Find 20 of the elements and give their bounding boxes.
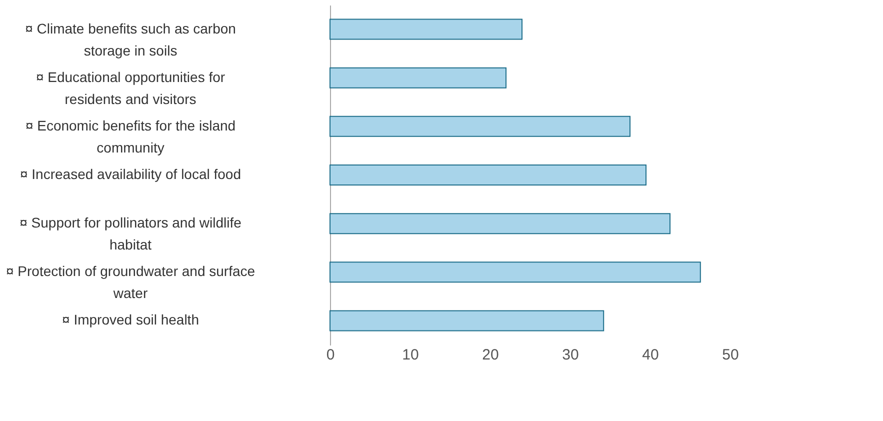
x-tick-label: 30 — [562, 346, 579, 364]
y-tick-label: ¤ Increased availability of local food — [20, 166, 242, 182]
bar — [330, 164, 646, 186]
bar — [330, 67, 506, 88]
bar — [330, 116, 630, 137]
bar — [330, 213, 670, 234]
bar — [330, 310, 604, 332]
y-tick-label: ¤ Educational opportunities for residents and visitors — [36, 68, 226, 107]
y-tick-label: ¤ Support for pollinators and wildlife habitat — [20, 214, 242, 253]
x-tick-label: 0 — [326, 346, 335, 364]
bar — [330, 262, 701, 283]
y-tick-label: ¤ Improved soil health — [62, 312, 199, 328]
x-tick-label: 20 — [482, 346, 499, 364]
y-tick-label: ¤ Climate benefits such as carbon storage in soils — [25, 20, 236, 58]
x-tick-label: 50 — [722, 346, 739, 364]
y-tick-label: ¤ Economic benefits for the island community — [25, 117, 236, 156]
y-tick-label: ¤ Protection of groundwater and surface water — [6, 263, 256, 302]
bar — [330, 18, 522, 40]
x-tick-label: 10 — [402, 346, 419, 364]
x-tick-label: 40 — [642, 346, 659, 364]
